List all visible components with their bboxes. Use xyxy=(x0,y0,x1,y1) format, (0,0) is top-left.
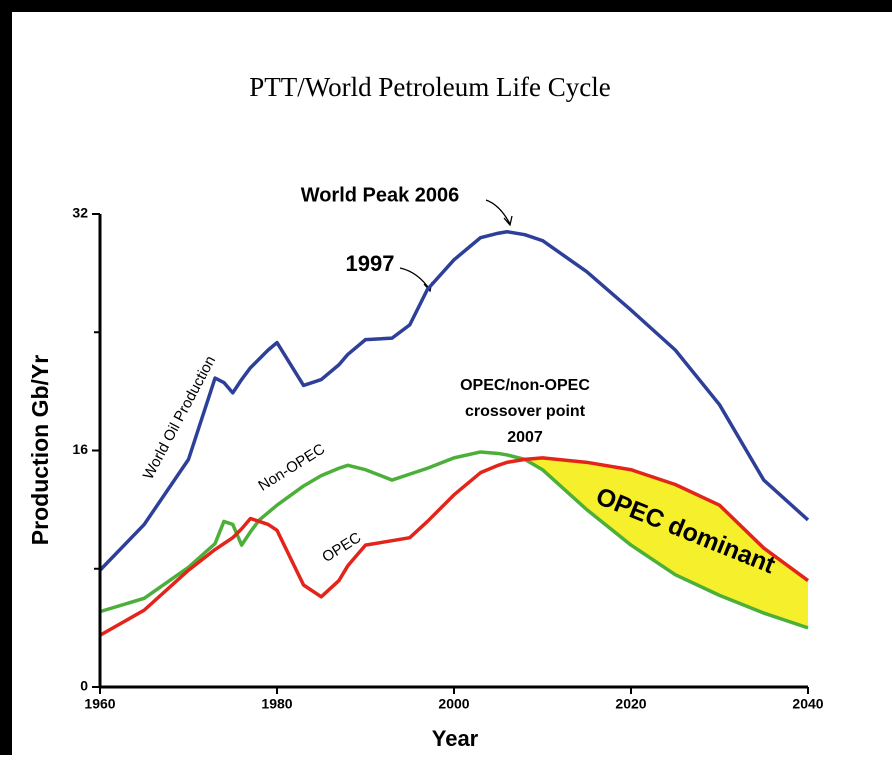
arrow xyxy=(485,199,513,227)
x-tick-label: 1960 xyxy=(84,696,115,712)
plot-area xyxy=(98,229,810,637)
chart-title: PTT/World Petroleum Life Cycle xyxy=(249,72,611,102)
x-tick-label: 1980 xyxy=(261,696,292,712)
annotation: crossover point xyxy=(465,403,586,420)
annotation: World Peak 2006 xyxy=(301,184,460,206)
series-line xyxy=(99,450,809,630)
series-line xyxy=(99,456,810,637)
series-line xyxy=(98,229,810,572)
x-axis-label: Year xyxy=(432,726,479,751)
y-tick-label: 32 xyxy=(72,205,88,221)
annotation: OPEC/non-OPEC xyxy=(460,377,590,394)
annotation: 1997 xyxy=(346,251,395,276)
y-tick-label: 16 xyxy=(72,441,88,457)
annotation: 2007 xyxy=(507,429,543,446)
x-tick-label: 2040 xyxy=(792,696,823,712)
y-tick-label: 0 xyxy=(80,678,88,694)
y-axis-label: Production Gb/Yr xyxy=(27,355,53,545)
x-tick-label: 2020 xyxy=(615,696,646,712)
x-tick-label: 2000 xyxy=(438,696,469,712)
fill-area xyxy=(524,457,808,628)
